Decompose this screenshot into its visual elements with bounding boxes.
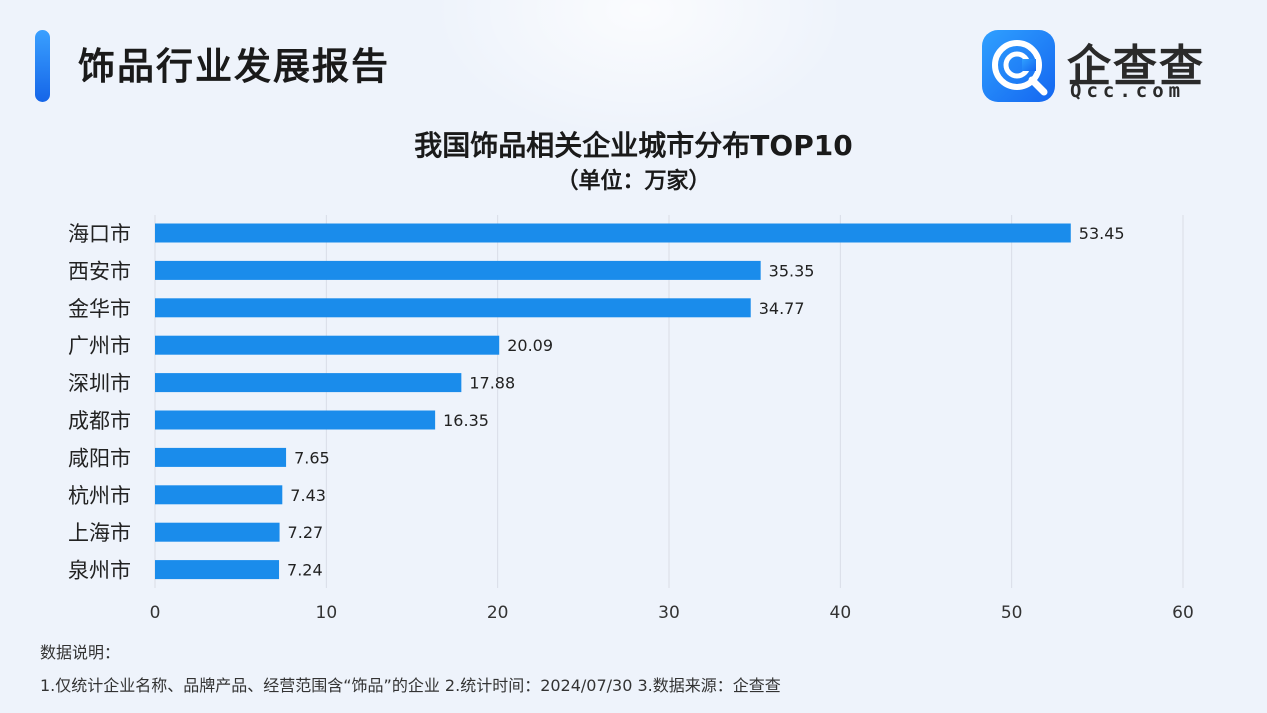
value-label: 7.43 <box>290 486 326 505</box>
category-label: 西安市 <box>68 259 131 283</box>
title-accent-bar <box>35 30 50 102</box>
category-label: 泉州市 <box>68 559 131 583</box>
x-tick-label: 20 <box>487 603 509 623</box>
bar <box>155 223 1071 243</box>
qcc-logo-icon <box>982 30 1055 102</box>
background-glow <box>430 0 850 140</box>
x-tick-label: 10 <box>316 603 338 623</box>
bar <box>155 410 436 430</box>
logo-text-en: Qcc.com <box>1070 80 1186 102</box>
category-label: 深圳市 <box>68 372 131 396</box>
chart-subtitle: （单位：万家） <box>556 169 711 194</box>
notes-heading: 数据说明： <box>40 643 121 662</box>
x-tick-label: 50 <box>1001 603 1023 623</box>
logo-text-cn: 企查查 <box>1067 41 1205 92</box>
bar <box>155 485 283 505</box>
bar <box>155 298 751 318</box>
page-title: 饰品行业发展报告 <box>78 45 390 88</box>
x-tick-label: 30 <box>658 603 680 623</box>
bar <box>155 560 280 580</box>
value-label: 35.35 <box>769 261 815 280</box>
x-tick-label: 40 <box>830 603 852 623</box>
bar <box>155 522 280 542</box>
x-tick-label: 60 <box>1172 603 1194 623</box>
bar <box>155 447 287 467</box>
value-label: 17.88 <box>469 374 515 393</box>
category-label: 杭州市 <box>68 484 131 508</box>
chart-title: 我国饰品相关企业城市分布TOP10 <box>414 129 853 162</box>
value-label: 7.27 <box>288 523 324 542</box>
value-label: 7.65 <box>294 448 330 467</box>
value-label: 20.09 <box>507 336 553 355</box>
category-label: 广州市 <box>68 334 131 358</box>
category-label: 海口市 <box>68 222 131 246</box>
bar-chart: 0 10 20 30 40 50 60 海口市 53.45 西安市 35.35 金华市 34.77 广州市… <box>68 215 1194 623</box>
data-notes: 数据说明： 1.仅统计企业名称、品牌产品、经营范围含“饰品”的企业 2.统计时间… <box>40 636 781 702</box>
notes-line: 1.仅统计企业名称、品牌产品、经营范围含“饰品”的企业 2.统计时间：2024/… <box>40 676 781 695</box>
bar <box>155 260 761 280</box>
value-label: 34.77 <box>759 299 805 318</box>
x-tick-label: 0 <box>150 603 161 623</box>
category-label: 上海市 <box>68 521 131 545</box>
value-label: 53.45 <box>1079 224 1125 243</box>
value-label: 7.24 <box>287 561 323 580</box>
bar <box>155 373 462 393</box>
qcc-logo: 企查查 Qcc.com <box>982 30 1232 104</box>
category-label: 咸阳市 <box>68 446 131 470</box>
category-label: 成都市 <box>68 409 131 433</box>
category-label: 金华市 <box>68 297 131 321</box>
value-label: 16.35 <box>443 411 489 430</box>
bar <box>155 335 500 355</box>
